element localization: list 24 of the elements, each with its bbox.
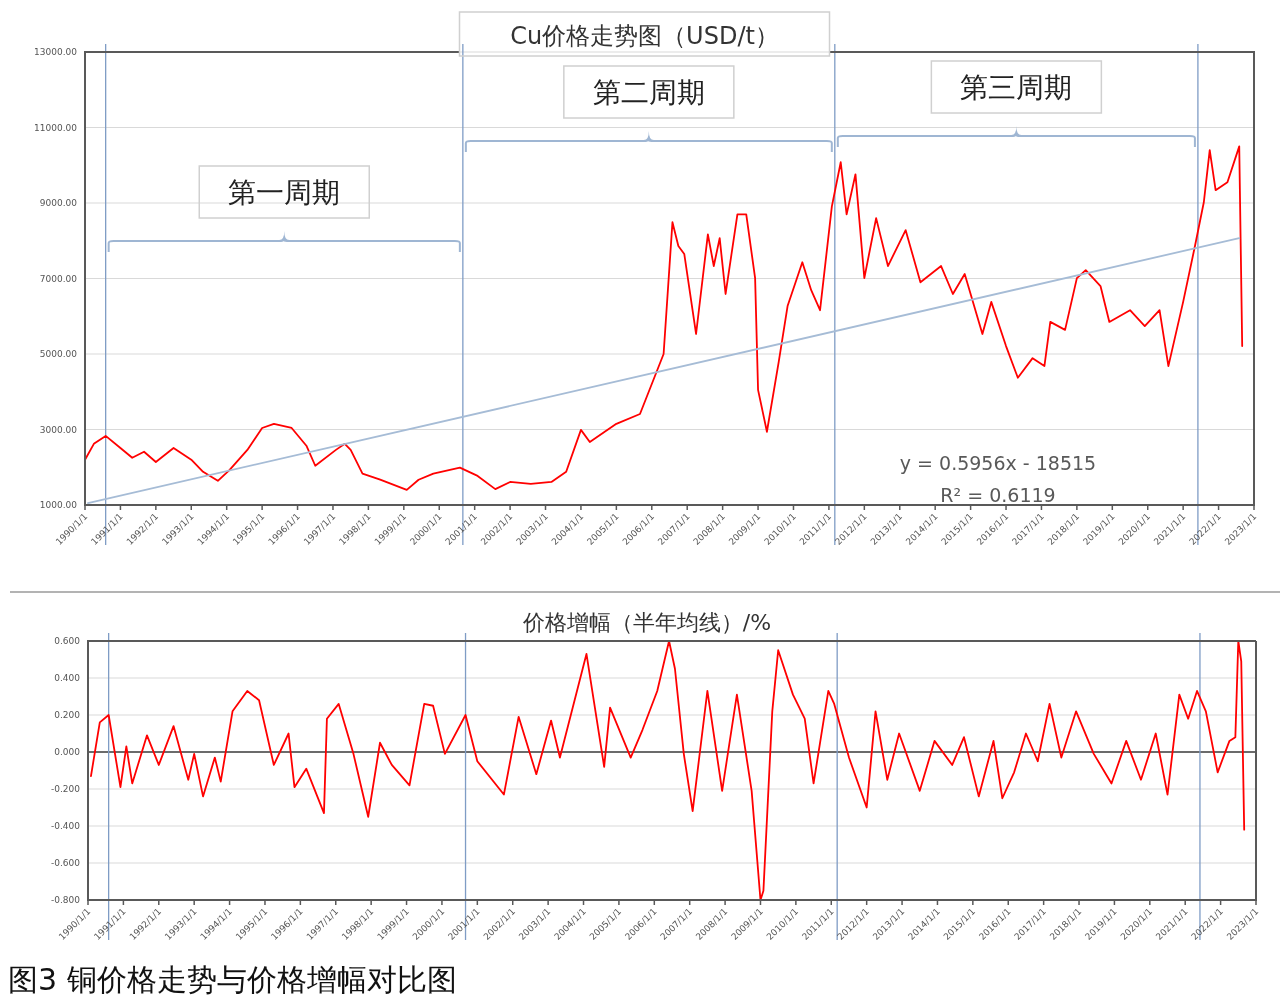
y-tick-label: -0.400 [50, 821, 81, 831]
line-series [90, 640, 1246, 901]
y-tick-label: 5000.00 [39, 349, 78, 359]
annotation: 第一周期 [228, 176, 341, 209]
y-tick-label: 0.600 [54, 636, 81, 646]
annotation: 第二周期 [592, 76, 705, 109]
y-tick-label: 0.000 [54, 747, 81, 757]
y-tick-label: 1000.00 [39, 500, 78, 510]
y-tick-label: 0.400 [54, 673, 81, 683]
y-tick-label: -0.200 [50, 784, 81, 794]
chart-title: Cu价格走势图（USD/t） [510, 22, 779, 50]
y-tick-label: -0.600 [50, 858, 81, 868]
y-tick-label: 11000.00 [34, 122, 78, 133]
annotation: R² = 0.6119 [940, 484, 1056, 506]
y-tick-label: 13000.00 [34, 47, 78, 57]
annotation: y = 0.5956x - 18515 [899, 452, 1097, 474]
y-tick-label: 0.200 [54, 710, 81, 720]
y-tick-label: 9000.00 [39, 198, 78, 208]
y-tick-label: 3000.00 [39, 424, 78, 435]
caption: 图3 铜价格走势与价格增幅对比图 [8, 962, 457, 997]
annotation: 第三周期 [960, 71, 1073, 104]
y-tick-label: -0.800 [50, 895, 81, 905]
y-tick-label: 7000.00 [39, 273, 78, 284]
chart-title: 价格增幅（半年均线）/% [521, 610, 772, 635]
